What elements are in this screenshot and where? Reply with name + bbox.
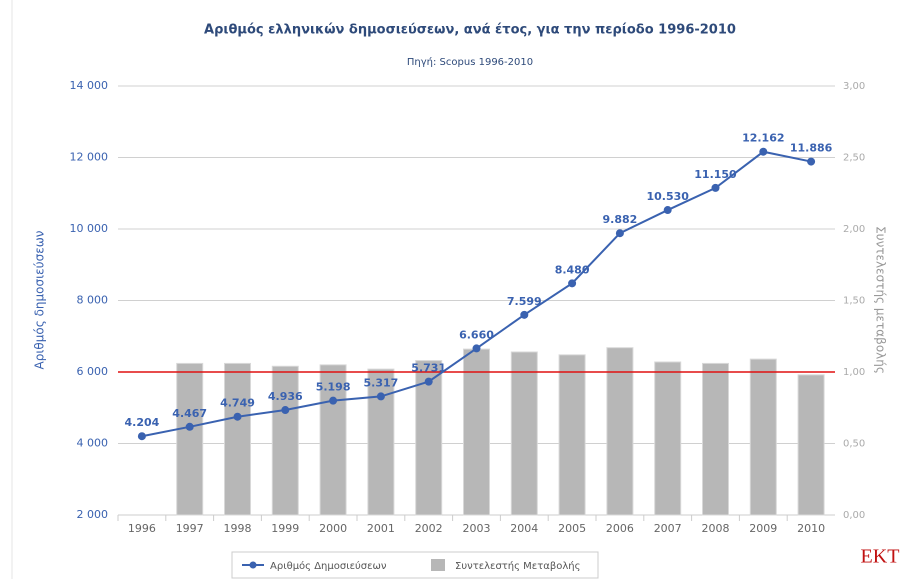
x-tick-label: 2001 — [367, 522, 395, 535]
x-tick-label: 2007 — [654, 522, 682, 535]
bar — [367, 368, 395, 516]
bar — [224, 362, 251, 516]
y2-tick-label: 2,00 — [843, 224, 865, 235]
chart-subtitle: Πηγή: Scopus 1996-2010 — [407, 56, 533, 68]
point — [711, 183, 720, 192]
data-label: 4.749 — [220, 397, 255, 410]
bar — [510, 351, 538, 516]
point — [759, 147, 768, 156]
x-tick-label: 1996 — [128, 522, 156, 535]
bar — [463, 348, 490, 516]
bar — [797, 374, 825, 516]
x-tick-label: 1997 — [176, 522, 204, 535]
y2-tick-label: 3,00 — [843, 81, 865, 92]
y-tick-label: 2 000 — [77, 508, 109, 521]
bar — [558, 354, 586, 516]
y-tick-label: 12 000 — [70, 151, 109, 164]
data-label: 4.936 — [268, 390, 303, 403]
legend-swatch — [431, 559, 445, 571]
data-label: 5.198 — [316, 381, 351, 394]
point — [663, 206, 672, 215]
point — [615, 229, 624, 238]
point — [424, 377, 433, 386]
point — [568, 279, 577, 288]
y2-tick-label: 2,50 — [843, 153, 865, 164]
point — [472, 344, 481, 353]
bar — [654, 361, 682, 516]
x-tick-label: 1998 — [224, 522, 252, 535]
data-label: 4.204 — [125, 416, 160, 429]
legend-marker — [249, 561, 257, 569]
y-tick-label: 14 000 — [70, 79, 109, 92]
data-label: 12.162 — [742, 132, 784, 145]
bar — [319, 364, 347, 516]
point — [376, 392, 385, 401]
legend-label: Συντελεστής Μεταβολής — [455, 560, 580, 572]
x-tick-label: 2006 — [606, 522, 634, 535]
y-tick-label: 10 000 — [70, 222, 109, 235]
point — [520, 310, 529, 319]
y-tick-label: 6 000 — [77, 365, 109, 378]
point — [137, 432, 146, 441]
legend-label: Αριθμός Δημοσιεύσεων — [270, 560, 387, 572]
data-label: 6.660 — [459, 328, 494, 341]
y2-tick-label: 0,50 — [843, 439, 865, 450]
point — [233, 412, 242, 421]
bar — [176, 362, 204, 516]
x-tick-label: 2002 — [415, 522, 443, 535]
x-tick-label: 2009 — [749, 522, 777, 535]
point — [807, 157, 816, 166]
bar — [415, 360, 443, 516]
y2-tick-label: 0,00 — [843, 510, 865, 521]
bar — [749, 358, 777, 516]
data-label: 8.480 — [555, 263, 590, 276]
data-label: 11.886 — [790, 142, 833, 155]
chart-title: Αριθμός ελληνικών δημοσιεύσεων, ανά έτος… — [204, 23, 736, 38]
legend-box — [231, 551, 599, 579]
logo: EKT — [861, 546, 900, 568]
point — [185, 422, 194, 431]
y-axis-label: Αριθμός δημοσιεύσεων — [33, 230, 47, 369]
bar — [606, 347, 634, 516]
data-label: 7.599 — [507, 295, 542, 308]
x-tick-label: 2004 — [510, 522, 538, 535]
x-tick-label: 2005 — [558, 522, 586, 535]
y2-tick-label: 1,50 — [843, 296, 865, 307]
data-label: 10.530 — [646, 190, 689, 203]
bar — [702, 362, 729, 516]
bar — [271, 365, 299, 516]
x-tick-label: 2000 — [319, 522, 347, 535]
point — [329, 396, 338, 405]
y-tick-label: 4 000 — [77, 437, 109, 450]
y2-tick-label: 1,00 — [843, 367, 865, 378]
x-tick-label: 2010 — [797, 522, 825, 535]
x-tick-label: 2008 — [702, 522, 730, 535]
data-label: 5.317 — [364, 376, 399, 389]
data-label: 4.467 — [172, 407, 207, 420]
point — [281, 406, 290, 415]
data-label: 9.882 — [603, 213, 638, 226]
x-tick-label: 2003 — [463, 522, 491, 535]
data-label: 5.731 — [411, 362, 446, 375]
y-tick-label: 8 000 — [77, 294, 109, 307]
y2-axis-label: Συντελεστής μεταβολής — [874, 226, 888, 374]
data-label: 11.150 — [694, 168, 737, 181]
x-tick-label: 1999 — [271, 522, 299, 535]
